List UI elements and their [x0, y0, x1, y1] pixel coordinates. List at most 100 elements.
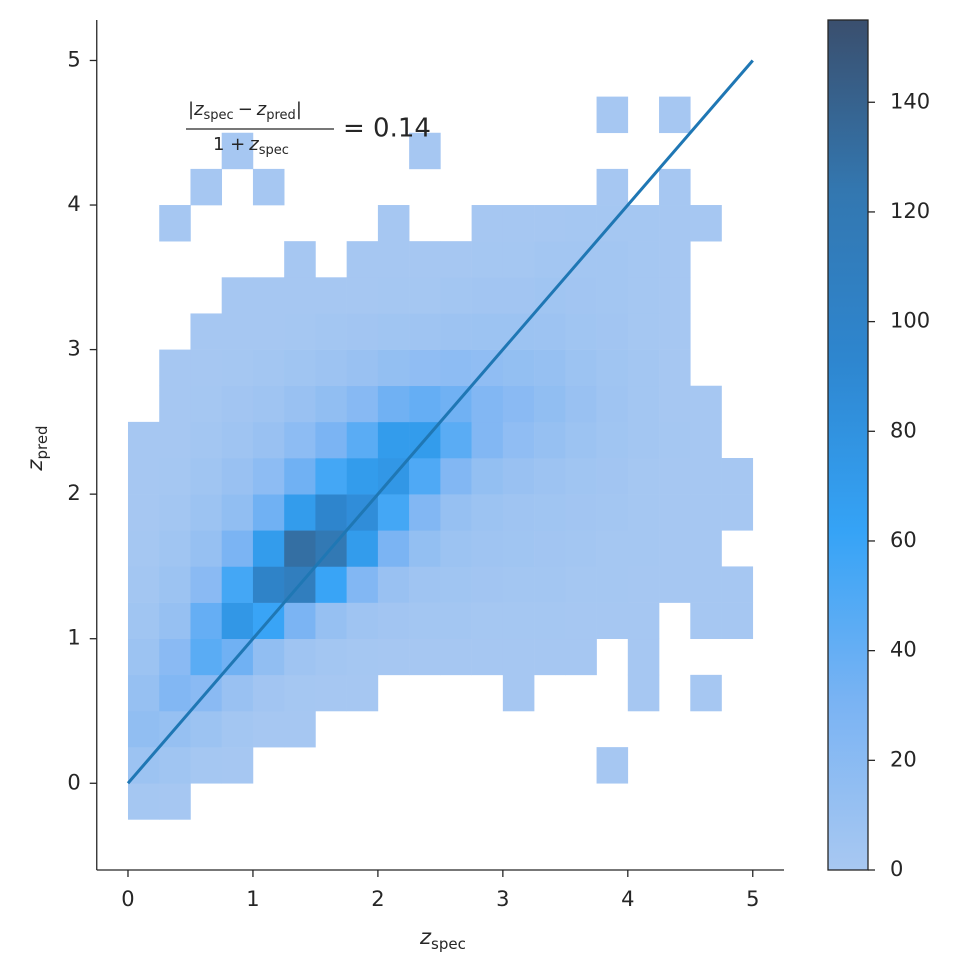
bin	[159, 205, 191, 242]
bin	[659, 494, 691, 531]
bin	[346, 349, 379, 387]
bin	[534, 349, 566, 387]
bin	[596, 458, 629, 495]
bin	[190, 602, 223, 640]
bin	[127, 638, 160, 676]
bin	[596, 241, 629, 278]
bin	[471, 313, 504, 350]
annotation: |zspec − zpred| 1 + zspec = 0.14	[186, 99, 431, 158]
bin	[377, 241, 410, 278]
bin	[534, 530, 566, 567]
colorbar-tick-label: 80	[890, 418, 917, 442]
bin	[315, 638, 347, 676]
bin	[377, 494, 410, 531]
annotation-numerator: |zspec − zpred|	[188, 99, 302, 123]
bin	[252, 458, 285, 495]
bin	[534, 494, 566, 531]
bin	[409, 277, 441, 314]
bin	[627, 277, 660, 314]
y-tick-label: 5	[67, 47, 80, 71]
bin	[565, 458, 597, 495]
colorbar-tick-label: 20	[890, 747, 917, 771]
bin	[127, 602, 160, 640]
bin	[502, 241, 535, 278]
bin	[659, 566, 691, 603]
bin	[346, 530, 379, 567]
bin	[377, 349, 410, 387]
bin	[221, 277, 254, 314]
bin	[565, 638, 597, 676]
bin	[471, 241, 504, 278]
bin	[315, 602, 347, 640]
y-axis-label: zpred	[23, 425, 51, 471]
bin	[659, 421, 691, 459]
bin	[690, 494, 722, 531]
bin	[190, 313, 223, 350]
bin	[627, 674, 660, 712]
annotation-value: = 0.14	[343, 114, 431, 144]
bin	[440, 494, 472, 531]
bin	[690, 566, 722, 603]
bin	[534, 566, 566, 603]
bin	[440, 602, 472, 640]
bin	[690, 674, 722, 712]
bin	[409, 602, 441, 640]
bin	[252, 421, 285, 459]
bin	[534, 241, 566, 278]
bin	[190, 747, 223, 784]
bin	[721, 458, 754, 495]
bin	[159, 530, 191, 567]
bin	[690, 421, 722, 459]
bin	[252, 385, 285, 423]
bin	[690, 530, 722, 567]
bin	[596, 602, 629, 640]
bin	[409, 132, 441, 170]
bin	[190, 421, 223, 459]
bin	[596, 747, 629, 784]
bin	[502, 638, 535, 676]
bin	[315, 494, 347, 531]
bin	[221, 747, 254, 784]
y-tick-label: 1	[67, 626, 80, 650]
bin	[315, 277, 347, 314]
bin	[409, 385, 441, 423]
bin	[315, 349, 347, 387]
bin	[565, 349, 597, 387]
bin	[409, 494, 441, 531]
bin	[284, 710, 316, 748]
bin	[659, 385, 691, 423]
bin	[346, 313, 379, 350]
bin	[409, 638, 441, 676]
bin	[596, 530, 629, 567]
colorbar	[827, 19, 869, 871]
bin	[534, 205, 566, 242]
bin	[221, 530, 254, 567]
bin	[409, 241, 441, 278]
bin	[627, 458, 660, 495]
bin	[159, 349, 191, 387]
bin	[190, 385, 223, 423]
colorbar-tick-label: 100	[890, 309, 930, 333]
bin	[190, 494, 223, 531]
bin	[596, 421, 629, 459]
bin	[440, 566, 472, 603]
bin	[346, 638, 379, 676]
bin	[221, 674, 254, 712]
bin	[471, 602, 504, 640]
bin	[252, 168, 285, 206]
bin	[346, 277, 379, 314]
bin	[471, 530, 504, 567]
bin	[346, 458, 379, 495]
histogram	[127, 96, 754, 820]
bin	[159, 747, 191, 784]
bin	[471, 458, 504, 495]
bin	[502, 674, 535, 712]
bin	[502, 530, 535, 567]
bin	[565, 494, 597, 531]
bin	[659, 349, 691, 387]
bin	[221, 313, 254, 350]
bin	[190, 710, 223, 748]
annotation-denominator: 1 + zspec	[213, 134, 289, 158]
x-axis-label: zspec	[419, 925, 466, 953]
bin	[471, 494, 504, 531]
